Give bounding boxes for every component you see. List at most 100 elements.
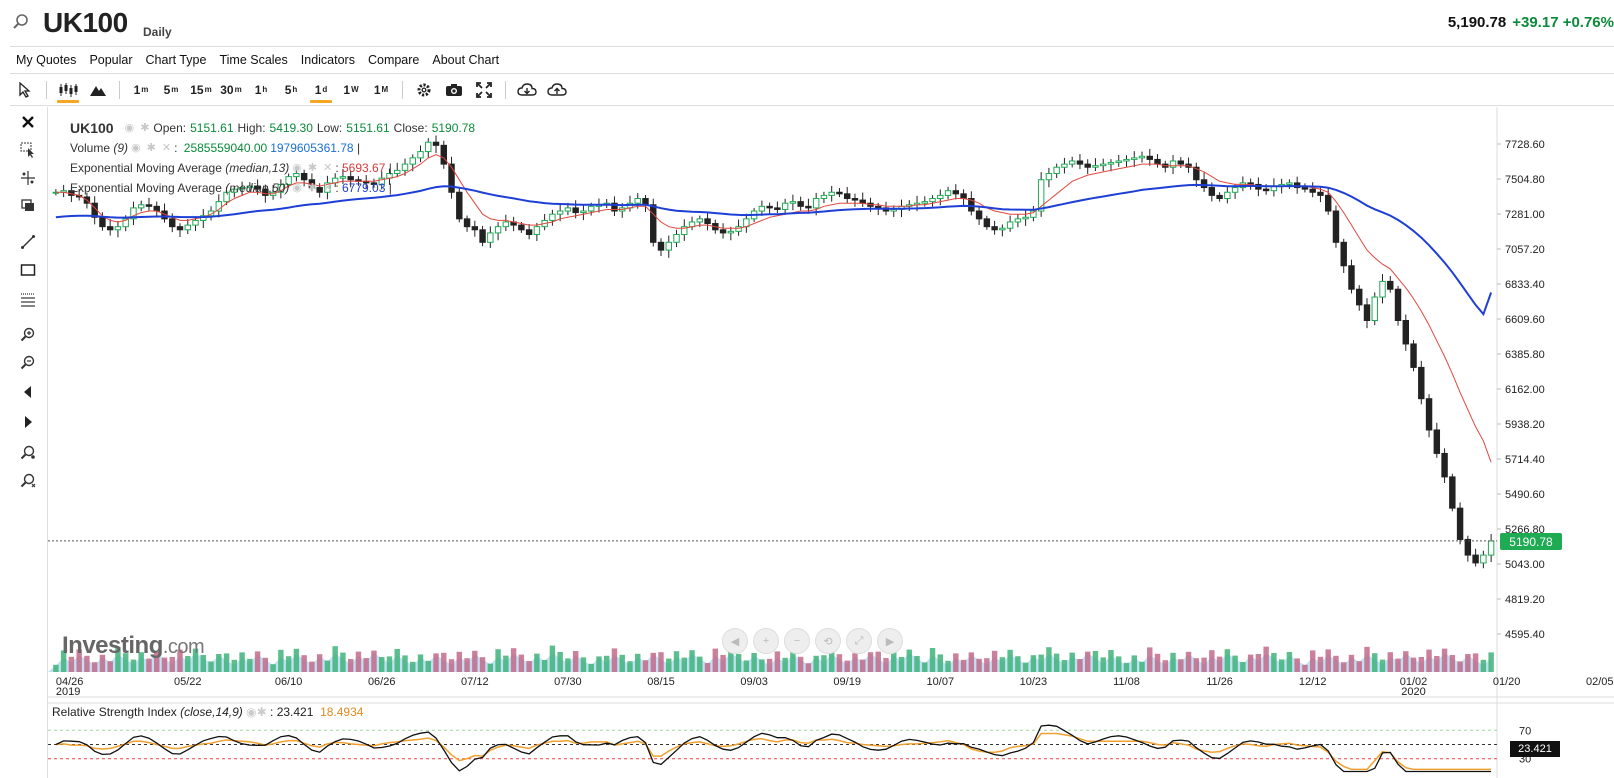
volume-bar xyxy=(720,655,726,672)
volume-bar xyxy=(588,663,594,672)
zoom-reset-button[interactable] xyxy=(16,441,40,463)
screenshot-button[interactable] xyxy=(439,76,469,104)
nav-left-icon[interactable]: ◀ xyxy=(722,628,748,654)
volume-bar xyxy=(945,660,951,672)
rectangle-tool-button[interactable] xyxy=(16,259,40,281)
eye-icon[interactable]: ◉ xyxy=(124,122,135,134)
volume-bar xyxy=(1053,653,1060,672)
x-tick-label: 02/05 xyxy=(1586,676,1614,688)
nav-zoom-out-icon[interactable]: − xyxy=(784,628,810,654)
volume-ma-value: 1979605361.78 xyxy=(270,141,354,155)
volume-bar xyxy=(999,657,1006,672)
scroll-left-button[interactable] xyxy=(16,381,40,403)
volume-bar xyxy=(1472,653,1479,672)
interval-number: 30 xyxy=(220,82,234,97)
candle-body xyxy=(1053,166,1060,174)
zoom-out-button[interactable] xyxy=(16,351,40,373)
remove-icon[interactable]: ✕ xyxy=(161,142,172,154)
gear-icon[interactable]: ✱ xyxy=(307,162,318,174)
eye-icon[interactable]: ◉ xyxy=(246,705,257,719)
volume-bar xyxy=(355,651,362,672)
candlestick-type-button[interactable] xyxy=(53,76,83,104)
fullscreen-button[interactable] xyxy=(469,76,499,104)
volume-bar xyxy=(1286,652,1293,672)
crosshair-tool-button[interactable] xyxy=(16,167,40,189)
settings-button[interactable] xyxy=(409,76,439,104)
candle-body xyxy=(153,205,160,212)
scroll-right-button[interactable] xyxy=(16,411,40,433)
line-tool-button[interactable] xyxy=(16,231,40,253)
nav-fit-icon[interactable]: ⤢ xyxy=(846,628,872,654)
x-tick-label: 09/19 xyxy=(833,676,861,688)
volume-bar xyxy=(154,651,160,672)
volume-bar xyxy=(1441,648,1448,672)
candle-body xyxy=(1472,554,1479,564)
clone-tool-button[interactable] xyxy=(16,195,40,217)
volume-bar xyxy=(200,655,206,672)
zoom-in-button[interactable] xyxy=(16,323,40,345)
candle-body xyxy=(300,172,308,181)
close-tools-button[interactable] xyxy=(16,111,40,133)
eye-icon[interactable]: ◉ xyxy=(292,182,302,194)
nav-right-icon[interactable]: ▶ xyxy=(877,628,903,654)
candle-body xyxy=(1146,155,1153,160)
menu-time-scales[interactable]: Time Scales xyxy=(219,53,288,67)
candle-body xyxy=(696,218,704,223)
volume-bar xyxy=(1092,651,1099,672)
nav-zoom-in-icon[interactable]: + xyxy=(753,628,779,654)
eye-icon[interactable]: ◉ xyxy=(131,142,141,154)
candle-body xyxy=(549,213,556,221)
menu-compare[interactable]: Compare xyxy=(367,53,420,67)
gear-icon[interactable]: ✱ xyxy=(140,122,150,134)
select-tool-button[interactable] xyxy=(16,139,40,161)
volume-bar xyxy=(1084,651,1091,672)
y-tick-label: 5043.00 xyxy=(1505,559,1545,571)
gear-icon[interactable]: ✱ xyxy=(256,705,267,719)
high-value: 5419.30 xyxy=(269,121,313,135)
x-tick-label: 08/15 xyxy=(647,676,675,688)
menu-indicators[interactable]: Indicators xyxy=(300,53,355,67)
y-tick-label: 5938.20 xyxy=(1505,419,1545,431)
candle-body xyxy=(169,218,176,228)
remove-icon[interactable]: ✕ xyxy=(323,162,333,174)
menu-my-quotes[interactable]: My Quotes xyxy=(16,53,77,67)
save-chart-button[interactable] xyxy=(542,76,572,104)
eye-icon[interactable]: ◉ xyxy=(292,162,302,174)
search-icon[interactable] xyxy=(12,13,30,31)
cursor-tool-button[interactable] xyxy=(10,76,40,104)
gear-icon[interactable]: ✱ xyxy=(146,142,156,154)
interval-button[interactable]: 15 m xyxy=(186,76,216,104)
interval-unit: m xyxy=(204,85,212,94)
area-type-button[interactable] xyxy=(83,76,113,104)
interval-number: 5 xyxy=(163,82,171,97)
nav-reset-icon[interactable]: ⟲ xyxy=(815,628,841,654)
volume-bar xyxy=(262,657,269,672)
candle-body xyxy=(487,232,494,243)
zoom-fit-button[interactable] xyxy=(16,469,40,491)
period-label: Daily xyxy=(143,25,172,39)
rsi-signal-value: 18.4934 xyxy=(320,705,364,719)
gear-icon[interactable]: ✱ xyxy=(307,182,318,194)
y-tick-label: 5714.40 xyxy=(1505,454,1545,466)
interval-button[interactable]: 30 m xyxy=(216,76,246,104)
menu-about-chart[interactable]: About Chart xyxy=(432,53,500,67)
volume-bar xyxy=(1038,654,1044,672)
volume-bar xyxy=(254,651,261,672)
rsi-tick-label: 70 xyxy=(1519,725,1531,737)
menu-popular[interactable]: Popular xyxy=(89,53,133,67)
price-chart[interactable]: 7728.60 7504.80 7281.00 7057.20 6833.40 6609.… xyxy=(48,107,1614,778)
candle-body xyxy=(556,210,564,215)
menu-chart-type[interactable]: Chart Type xyxy=(145,53,207,67)
fibonacci-tool-button[interactable] xyxy=(16,289,40,311)
remove-icon[interactable]: ✕ xyxy=(323,182,333,194)
volume-bar xyxy=(681,657,687,672)
candle-body xyxy=(262,188,269,196)
load-chart-button[interactable] xyxy=(512,76,542,104)
